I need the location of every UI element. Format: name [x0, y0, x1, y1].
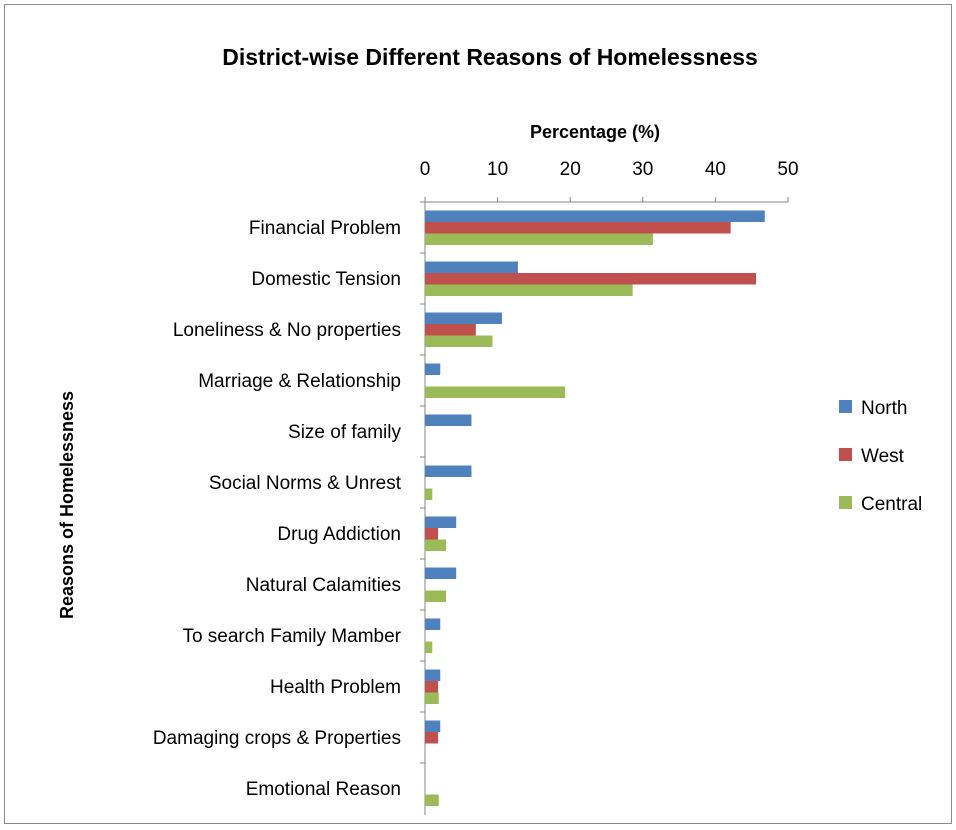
bar-chart: District-wise Different Reasons of Homel…	[57, 44, 922, 815]
category-label: Natural Calamities	[246, 575, 401, 596]
bar-north	[425, 312, 502, 324]
bar-north	[425, 414, 472, 426]
x-tick-label: 0	[420, 159, 431, 180]
bar-west	[425, 732, 439, 744]
x-tick-label: 50	[777, 159, 798, 180]
bar-north	[425, 363, 441, 375]
category-label: Marriage & Relationship	[198, 371, 401, 392]
legend-swatch-north	[839, 400, 852, 413]
category-label: Health Problem	[270, 677, 401, 698]
bars	[425, 210, 765, 806]
bar-west	[425, 273, 757, 285]
legend-swatch-west	[839, 448, 852, 461]
category-label: Financial Problem	[249, 218, 401, 239]
y-axis-title: Reasons of Homelessness	[57, 391, 77, 619]
bar-central	[425, 692, 439, 704]
category-label: Size of family	[288, 422, 401, 443]
bar-central	[425, 335, 493, 347]
bar-central	[425, 386, 566, 398]
chart-frame: District-wise Different Reasons of Homel…	[4, 4, 952, 824]
bar-central	[425, 488, 433, 500]
chart-title: District-wise Different Reasons of Homel…	[222, 44, 758, 70]
x-tick-label: 30	[632, 159, 653, 180]
bar-north	[425, 465, 472, 477]
bar-west	[425, 222, 731, 234]
x-tick-label: 10	[487, 159, 508, 180]
category-label: To search Family Mamber	[182, 626, 401, 647]
bar-central	[425, 539, 447, 551]
bar-north	[425, 210, 765, 222]
x-axis-title: Percentage (%)	[530, 122, 660, 142]
bar-north	[425, 720, 441, 732]
category-label: Domestic Tension	[251, 269, 401, 290]
bar-west	[425, 528, 439, 540]
bar-central	[425, 590, 447, 602]
bar-north	[425, 567, 457, 579]
category-label: Damaging crops & Properties	[153, 728, 401, 749]
legend-label-central: Central	[861, 494, 922, 515]
bar-west	[425, 324, 476, 336]
bar-central	[425, 794, 439, 806]
legend-swatch-central	[839, 496, 852, 509]
x-tick-label: 40	[705, 159, 726, 180]
bar-central	[425, 284, 633, 296]
bar-west	[425, 681, 439, 693]
category-label: Drug Addiction	[277, 524, 401, 545]
legend-label-north: North	[861, 398, 907, 419]
category-label: Social Norms & Unrest	[209, 473, 402, 494]
category-labels: Financial Problem Domestic Tension Lonelin…	[153, 201, 425, 800]
bar-central	[425, 641, 433, 653]
category-label: Loneliness & No properties	[173, 320, 401, 341]
bar-north	[425, 516, 457, 528]
legend-label-west: West	[861, 446, 905, 467]
bar-north	[425, 669, 441, 681]
bar-north	[425, 618, 441, 630]
bar-north	[425, 261, 518, 273]
legend: North West Central	[839, 398, 922, 515]
bar-central	[425, 233, 653, 245]
x-tick-label: 20	[560, 159, 581, 180]
category-label: Emotional Reason	[246, 779, 401, 800]
x-axis-ticks: 0 10 20 30 40 50	[420, 159, 799, 202]
